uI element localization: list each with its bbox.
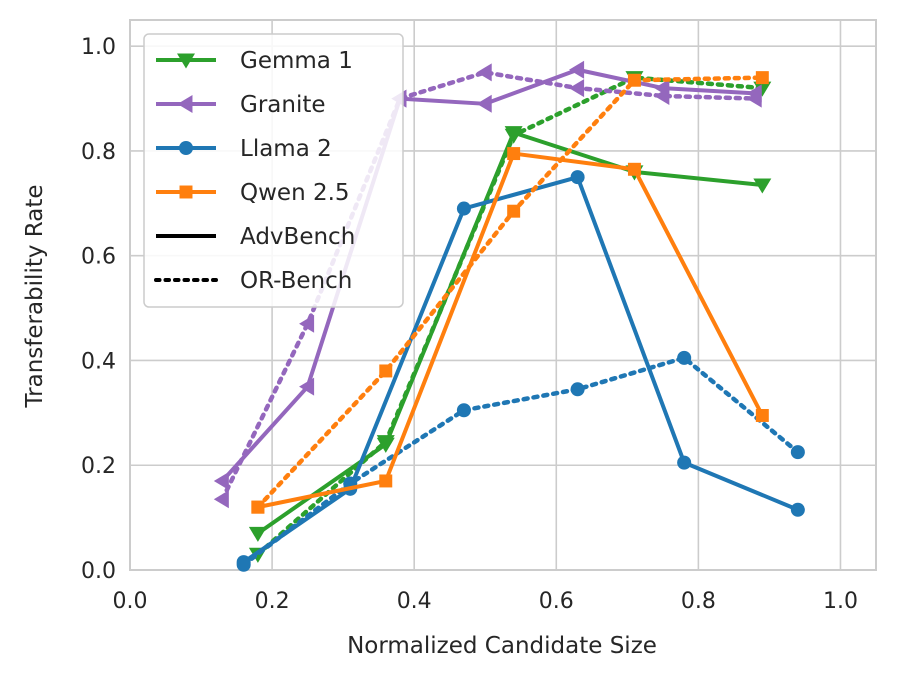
data-point: [299, 377, 315, 396]
x-tick-label: 1.0: [823, 589, 858, 614]
legend-item-advbench: AdvBench: [156, 224, 355, 250]
data-point: [376, 435, 395, 451]
series-qwen-2-5-advbench: [251, 147, 769, 514]
data-point: [753, 81, 772, 97]
data-point: [213, 471, 229, 490]
data-point: [746, 89, 762, 108]
data-point: [213, 490, 229, 509]
x-axis-label: Normalized Candidate Size: [347, 633, 657, 659]
legend-item-llama-2: Llama 2: [156, 136, 332, 162]
data-point: [755, 71, 769, 85]
data-point: [570, 382, 585, 397]
data-point: [251, 500, 265, 514]
data-point: [456, 403, 471, 418]
legend-label: Qwen 2.5: [240, 180, 350, 206]
data-point: [379, 364, 393, 378]
x-tick-label: 0.2: [255, 589, 290, 614]
y-tick-label: 1.0: [81, 35, 116, 60]
data-point: [790, 502, 805, 517]
data-point: [476, 63, 492, 82]
data-point: [677, 350, 692, 365]
tick-labels: 0.0 0.2 0.4 0.6 0.8 1.0 0.0 0.2 0.4 0.6 0.8 1.0: [81, 35, 858, 614]
legend-label: Granite: [240, 92, 326, 118]
legend-label: Gemma 1: [240, 48, 353, 74]
legend-marker: [179, 185, 193, 199]
data-point: [677, 455, 692, 470]
data-point: [753, 178, 772, 194]
y-tick-label: 0.6: [81, 245, 116, 270]
axes-frame: [129, 19, 877, 571]
y-tick-label: 0.2: [81, 454, 116, 479]
x-tick-label: 0.8: [681, 589, 716, 614]
legend-label: Llama 2: [240, 136, 332, 162]
data-point: [790, 445, 805, 460]
data-point: [507, 204, 521, 218]
y-tick-label: 0.8: [81, 140, 116, 165]
series-llama-2-or-bench: [236, 350, 805, 572]
data-point: [755, 408, 769, 422]
data-point: [299, 314, 315, 333]
data-point: [507, 147, 521, 161]
y-tick-label: 0.0: [81, 559, 116, 584]
data-point: [570, 170, 585, 185]
data-point: [236, 557, 251, 572]
legend-item-granite: Granite: [156, 92, 326, 118]
legend-marker: [177, 95, 193, 113]
legend-label: AdvBench: [240, 224, 355, 250]
data-point: [627, 162, 641, 176]
series-line: [242, 175, 799, 564]
legend-box: [143, 33, 404, 308]
x-tick-label: 0.0: [113, 589, 148, 614]
plot-frame: [129, 19, 877, 571]
data-point: [248, 526, 267, 542]
x-tick-label: 0.6: [539, 589, 574, 614]
data-point: [504, 128, 523, 144]
series-qwen-2-5-or-bench: [251, 71, 769, 514]
legend: Gemma 1 Granite Llama 2 Qwen 2.5 AdvBench OR-…: [143, 33, 404, 308]
data-point: [379, 474, 393, 488]
legend-item-or-bench: OR-Bench: [154, 268, 352, 294]
data-point: [456, 201, 471, 216]
y-tick-label: 0.4: [81, 349, 116, 374]
data-point: [476, 94, 492, 113]
legend-marker: [177, 53, 195, 69]
legend-marker: [178, 140, 194, 156]
data-point: [627, 73, 641, 87]
legend-item-qwen-2-5: Qwen 2.5: [156, 180, 350, 206]
data-point: [654, 86, 670, 105]
data-point: [569, 79, 585, 98]
data-point: [569, 60, 585, 79]
legend-label: OR-Bench: [240, 268, 352, 294]
legend-item-gemma-1: Gemma 1: [156, 48, 353, 74]
x-tick-label: 0.4: [397, 589, 432, 614]
series-line: [241, 355, 801, 568]
y-axis-label: Transferability Rate: [22, 184, 48, 408]
